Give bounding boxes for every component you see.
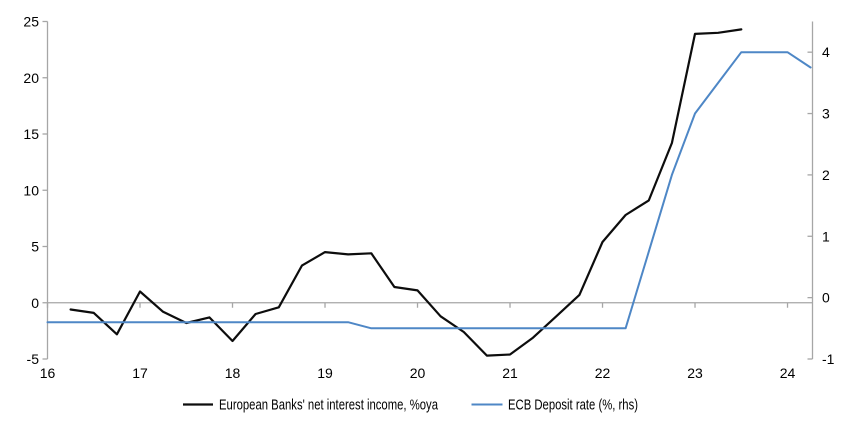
- x-tick-label-16: 16: [40, 365, 56, 381]
- y-right-tick-label-1: 1: [822, 228, 830, 244]
- y-left-tick-label-20: 20: [23, 70, 39, 86]
- y-right-tick-label-3: 3: [822, 106, 830, 122]
- series-line-nii: [69, 28, 743, 357]
- y-right-tick-label-0: 0: [822, 290, 830, 306]
- gridline-group: [46, 302, 813, 308]
- y-left-tick-label-5: 5: [31, 239, 39, 255]
- y-left-tick-label-10: 10: [23, 182, 39, 198]
- x-tick-label-20: 20: [410, 365, 426, 381]
- y-left-tick-label-15: 15: [23, 126, 39, 142]
- y-left-tick-label--5: -5: [27, 351, 40, 367]
- x-tick-label-17: 17: [132, 365, 148, 381]
- y-right-tick-label-2: 2: [822, 167, 830, 183]
- y-left-tick-label-0: 0: [31, 295, 39, 311]
- y-right-tick-label--1: -1: [822, 351, 835, 367]
- x-tick-label-19: 19: [317, 365, 333, 381]
- legend-group: European Banks' net interest income, %oy…: [183, 398, 638, 414]
- series-line-ecb-deposit-rate: [46, 51, 812, 330]
- x-tick-label-24: 24: [780, 365, 796, 381]
- x-tick-label-22: 22: [595, 365, 611, 381]
- y-right-tick-label-4: 4: [822, 44, 830, 60]
- legend-label-ecb: ECB Deposit rate (%, rhs): [508, 398, 638, 414]
- x-tick-label-21: 21: [502, 365, 518, 381]
- legend-label-nii: European Banks' net interest income, %oy…: [219, 398, 439, 414]
- y-left-tick-label-25: 25: [23, 14, 39, 30]
- series-group: [46, 28, 812, 357]
- x-tick-label-18: 18: [225, 365, 241, 381]
- x-tick-label-23: 23: [687, 365, 703, 381]
